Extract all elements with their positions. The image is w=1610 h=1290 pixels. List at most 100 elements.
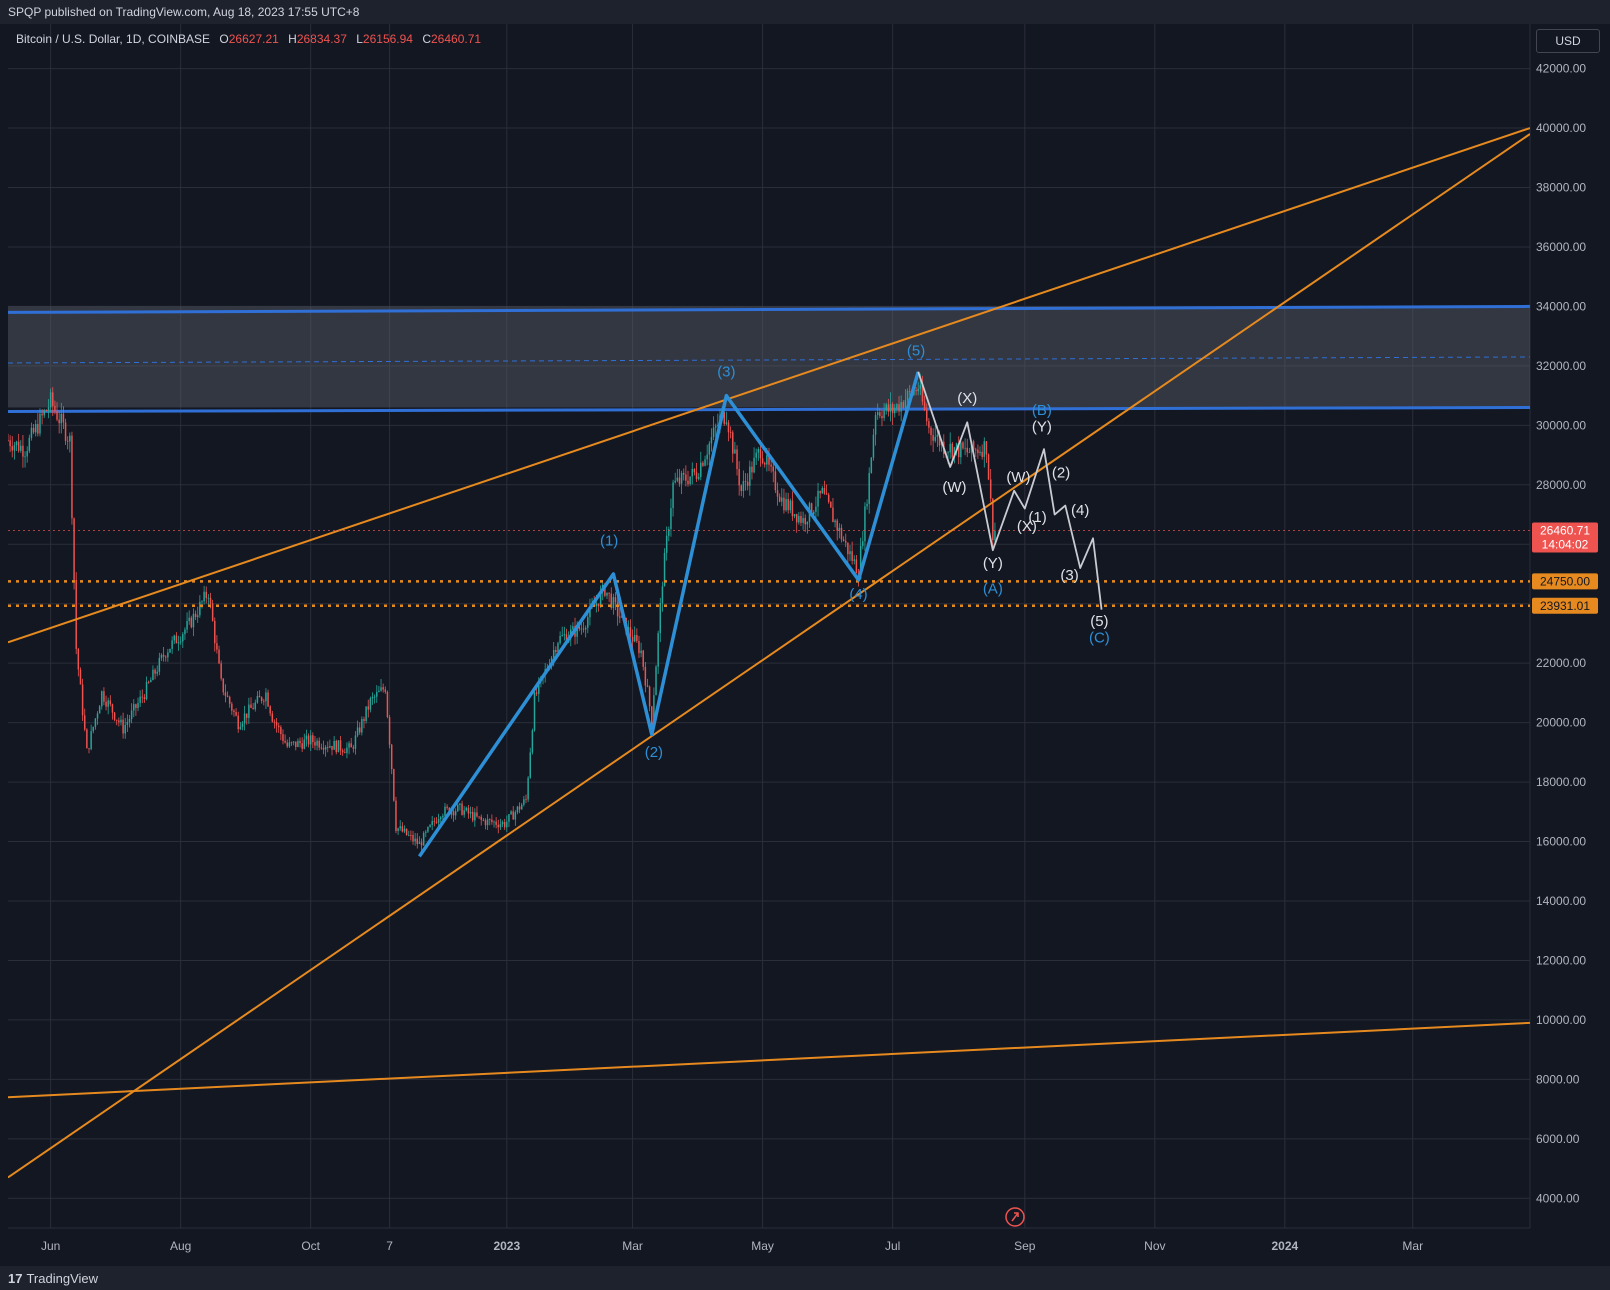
- x-tick-label: Nov: [1144, 1239, 1165, 1253]
- candle-body: [209, 597, 212, 604]
- candle-body: [955, 443, 958, 448]
- candle-body: [220, 663, 222, 679]
- candle-body: [309, 735, 312, 745]
- candle-body: [143, 697, 146, 700]
- candle-body: [474, 812, 476, 821]
- candle-body: [791, 500, 794, 517]
- price-badge: [1532, 597, 1598, 614]
- price-badge: [1532, 573, 1598, 590]
- candle-body: [670, 508, 672, 530]
- candle-body: [422, 832, 425, 846]
- candle-body: [130, 710, 133, 719]
- candle-body: [107, 700, 109, 707]
- candle-body: [30, 427, 33, 438]
- close-value: 26460.71: [431, 32, 482, 46]
- candle-body: [333, 740, 335, 750]
- candle-body: [604, 584, 606, 596]
- y-tick-label: 42000.00: [1536, 62, 1586, 76]
- candle-body: [817, 490, 819, 507]
- candle-body: [489, 819, 491, 821]
- candle-body: [26, 451, 28, 457]
- replay-icon[interactable]: [1005, 1207, 1025, 1227]
- candle-body: [320, 747, 323, 749]
- candle-body: [162, 654, 165, 657]
- candle-body: [789, 500, 792, 511]
- wave-label: (Y): [983, 555, 1003, 572]
- candle-body: [24, 456, 26, 458]
- symbol-legend: Bitcoin / U.S. Dollar, 1D, COINBASE O266…: [16, 32, 481, 46]
- candle-body: [595, 603, 598, 607]
- candle-body: [45, 410, 48, 412]
- candle-body: [96, 713, 99, 719]
- candle-body: [712, 427, 715, 438]
- candle-body: [753, 457, 755, 473]
- candle-body: [668, 529, 670, 536]
- candle-body: [52, 392, 54, 406]
- candle-body: [900, 402, 902, 412]
- candle-body: [22, 445, 24, 457]
- candle-body: [69, 435, 71, 442]
- candle-body: [520, 804, 523, 810]
- candle-body: [75, 579, 77, 649]
- candle-body: [555, 649, 557, 653]
- candle-body: [734, 449, 736, 454]
- candle-body: [356, 727, 359, 736]
- currency-button[interactable]: USD: [1536, 29, 1600, 53]
- y-tick-label: 22000.00: [1536, 656, 1586, 670]
- candle-body: [889, 404, 892, 412]
- candle-body: [653, 695, 655, 725]
- candle-body: [761, 458, 764, 463]
- candle-body: [983, 441, 986, 457]
- candle-body: [776, 490, 779, 497]
- candle-body: [572, 626, 574, 630]
- candle-body: [853, 559, 856, 561]
- wave-label: (5): [1090, 613, 1108, 630]
- candle-body: [930, 427, 932, 436]
- candle-body: [175, 635, 178, 644]
- candle-body: [738, 469, 740, 486]
- candle-body: [535, 692, 538, 694]
- candle-body: [393, 769, 395, 801]
- candle-body: [201, 601, 203, 603]
- candle-body: [218, 649, 220, 664]
- candle-body: [228, 696, 231, 704]
- candle-body: [685, 474, 687, 481]
- open-key: O: [219, 32, 229, 46]
- candle-body: [186, 621, 188, 630]
- candle-body: [778, 496, 781, 502]
- candle-body: [636, 634, 638, 641]
- candle-body: [128, 718, 131, 722]
- wave-label: (4): [849, 586, 867, 603]
- wave-label: (B): [1032, 402, 1052, 419]
- candle-body: [442, 815, 444, 818]
- candle-body: [109, 700, 112, 705]
- candle-body: [9, 440, 11, 447]
- candle-body: [480, 816, 482, 820]
- candle-body: [399, 826, 401, 829]
- candle-body: [678, 477, 681, 484]
- candle-body: [531, 730, 534, 753]
- candle-body: [691, 468, 694, 477]
- candle-body: [179, 641, 182, 643]
- candle-body: [224, 692, 227, 696]
- candle-body: [661, 586, 664, 604]
- candle-body: [906, 390, 909, 401]
- candle-body: [832, 507, 834, 523]
- wave-label: (C): [1089, 629, 1110, 646]
- candle-body: [693, 468, 696, 473]
- candle-body: [646, 685, 649, 687]
- candle-body: [768, 455, 770, 465]
- candle-body: [862, 541, 864, 546]
- candle-body: [190, 617, 193, 628]
- candle-body: [90, 731, 92, 750]
- candle-body: [704, 459, 706, 466]
- candle-body: [248, 704, 250, 718]
- candle-body: [619, 616, 621, 618]
- resistance-zone: [8, 306, 1530, 408]
- candle-body: [145, 681, 148, 700]
- candle-body: [237, 715, 239, 730]
- candle-body: [316, 740, 318, 746]
- x-tick-label: Mar: [622, 1239, 643, 1253]
- corrective-wave-line: [917, 371, 1103, 610]
